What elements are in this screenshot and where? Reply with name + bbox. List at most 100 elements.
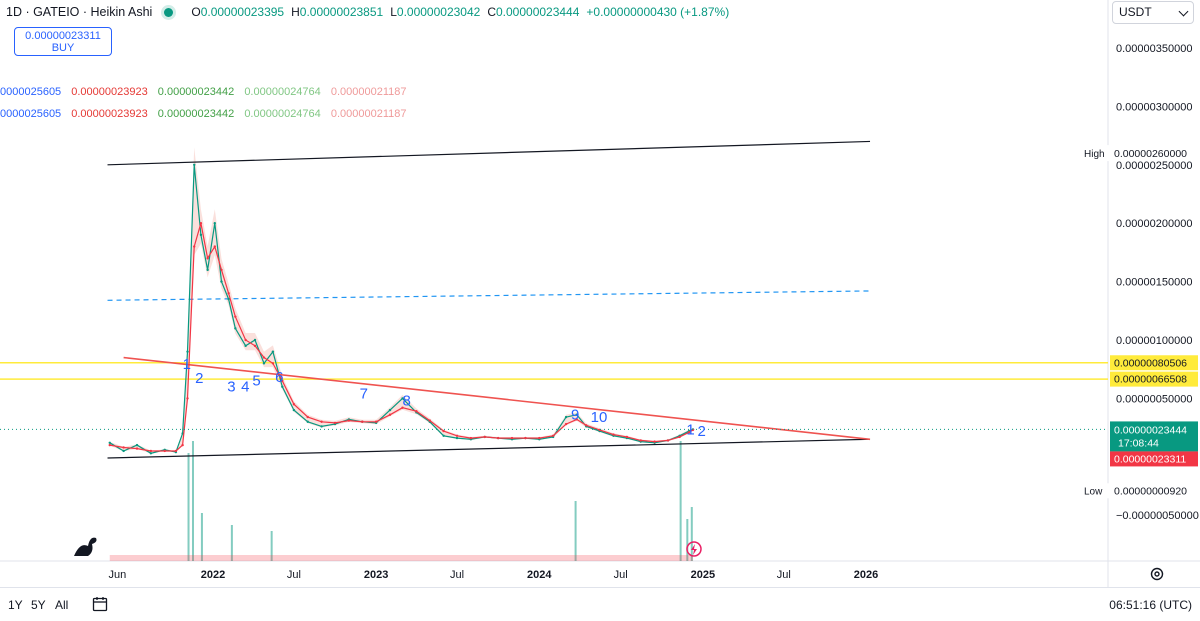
range-1y-button[interactable]: 1Y [8, 598, 23, 612]
y-tick-label: 0.00000250000 [1116, 160, 1192, 172]
indicator-value: 0.00000023923 [71, 108, 148, 120]
symbol-title[interactable]: 1D · GATEIO · Heikin Ashi [6, 5, 153, 19]
price-point [292, 408, 296, 412]
price-point [333, 421, 337, 425]
lightning-icon[interactable] [686, 541, 702, 557]
price-point [220, 268, 223, 272]
trendline[interactable] [107, 140, 871, 166]
indicator-value: 0.00000023442 [157, 86, 235, 98]
buy-price: 0.00000023311 [25, 30, 101, 42]
price-point [220, 280, 223, 283]
price-point [401, 397, 404, 400]
x-tick-label: Jun [108, 569, 126, 581]
price-point [564, 422, 568, 426]
indicator-value: 0.00000023442 [157, 108, 235, 120]
price-point [206, 268, 209, 272]
price-point [666, 439, 670, 442]
wave-label: 9 [571, 406, 579, 423]
price-point [244, 344, 247, 348]
price-point [428, 419, 431, 422]
last-price-value: 0.00000023444 [1114, 424, 1187, 436]
x-tick-label: 2022 [201, 569, 225, 581]
level-badge-bg [1110, 355, 1198, 371]
x-tick-label: Jul [614, 569, 628, 581]
low-badge-value: 0.00000000920 [1114, 485, 1187, 497]
indicator-row-2: 0000025605 0.00000023923 0.00000023442 0… [0, 108, 414, 120]
x-tick-label: Jul [287, 569, 301, 581]
wave-label: 5 [252, 373, 260, 390]
price-point [149, 449, 153, 453]
price-point [687, 431, 691, 434]
price-point [244, 338, 247, 342]
x-tick-label: 2024 [527, 569, 552, 581]
low-badge-tag-bg [1080, 483, 1110, 499]
price-point [122, 449, 125, 453]
gear-icon[interactable] [1149, 566, 1165, 582]
symbol-legend: 1D · GATEIO · Heikin Ashi O0.00000023395… [0, 0, 736, 24]
price-point [347, 419, 351, 422]
price-point [234, 327, 237, 330]
price-point [585, 424, 588, 427]
high-badge-value: 0.00000260000 [1114, 148, 1187, 160]
price-point [186, 350, 189, 353]
y-tick-label: 0.00000150000 [1116, 277, 1192, 289]
price-point [186, 397, 189, 400]
trendline[interactable] [123, 356, 871, 441]
price-point [538, 436, 541, 440]
volume-bar [191, 441, 194, 561]
price-point [181, 443, 184, 447]
x-tick-label: 2026 [854, 569, 878, 581]
price-point [108, 443, 111, 447]
high-badge-tag-bg [1080, 145, 1110, 162]
chevron-down-icon [1178, 6, 1189, 17]
utc-clock[interactable]: 06:51:16 (UTC) [1109, 598, 1192, 612]
bottom-toolbar: 1Y 5Y All 06:51:16 (UTC) [0, 587, 1200, 621]
price-point [262, 356, 266, 359]
price-point [135, 443, 139, 447]
volume-bar [187, 453, 190, 561]
volume-baseline [109, 555, 694, 561]
x-tick-label: Jul [777, 569, 791, 581]
trendline[interactable] [107, 290, 871, 301]
range-all-button[interactable]: All [55, 598, 69, 612]
wave-label: 4 [241, 378, 249, 395]
price-point [227, 297, 230, 301]
indicator-value: 0.00000023923 [71, 86, 148, 98]
price-point [122, 446, 125, 449]
price-point [455, 434, 459, 437]
calendar-range-icon[interactable] [92, 596, 108, 612]
level-badge-bg [1110, 371, 1198, 387]
price-point [510, 436, 514, 440]
y-tick-label: 0.00000050000 [1116, 393, 1192, 405]
price-point [227, 292, 230, 295]
ohlc-close: C0.00000023444 [487, 5, 580, 19]
currency-select[interactable]: USDT [1112, 1, 1194, 24]
price-point [455, 436, 459, 440]
wave-label: 1 [183, 356, 191, 373]
last-price-badge-bg [1110, 421, 1198, 452]
volume-bar [686, 519, 689, 561]
price-point [401, 406, 404, 409]
volume-bar [679, 441, 682, 561]
price-point [271, 362, 275, 365]
price-point [163, 449, 166, 453]
market-open-icon [164, 7, 174, 17]
price-point [388, 408, 392, 412]
trendline[interactable] [107, 438, 871, 459]
wave-label: 2 [195, 370, 203, 387]
ohlc-open: O0.00000023395 [191, 5, 285, 19]
volume-bar [690, 507, 693, 561]
price-series-line [109, 223, 694, 452]
low-badge-bg [1110, 483, 1198, 499]
buy-button[interactable]: 0.00000023311 BUY [14, 27, 112, 56]
price-point [320, 420, 323, 423]
price-point [551, 434, 555, 437]
price-point [612, 433, 615, 436]
price-point [213, 245, 216, 248]
buy-label: BUY [51, 42, 75, 54]
range-5y-button[interactable]: 5Y [31, 598, 46, 612]
price-point [496, 436, 500, 440]
price-point [564, 415, 568, 419]
